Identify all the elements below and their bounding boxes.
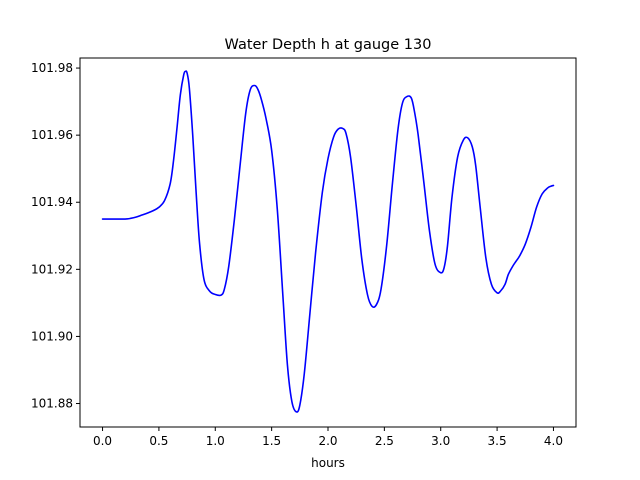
y-tick-label: 101.94 (31, 195, 73, 209)
y-axis: 101.88 101.90 101.92 101.94 101.96 101.98 (31, 61, 80, 411)
y-tick-label: 101.90 (31, 329, 73, 343)
x-tick-label: 2.5 (375, 434, 394, 448)
x-axis-label: hours (311, 456, 345, 470)
x-tick-label: 4.0 (544, 434, 563, 448)
x-tick-label: 2.0 (318, 434, 337, 448)
x-tick-label: 3.5 (488, 434, 507, 448)
x-tick-label: 1.0 (206, 434, 225, 448)
y-tick-label: 101.98 (31, 61, 73, 75)
x-tick-label: 0.0 (93, 434, 112, 448)
y-tick-label: 101.88 (31, 397, 73, 411)
chart-title: Water Depth h at gauge 130 (225, 37, 432, 53)
x-tick-label: 3.0 (431, 434, 450, 448)
x-tick-label: 0.5 (149, 434, 168, 448)
x-tick-label: 1.5 (262, 434, 281, 448)
water-depth-line (101, 70, 555, 413)
y-tick-label: 101.96 (31, 128, 73, 142)
plot-frame (79, 57, 577, 428)
x-axis: 0.0 0.5 1.0 1.5 2.0 2.5 3.0 3.5 4.0 (93, 427, 563, 448)
y-tick-label: 101.92 (31, 262, 73, 276)
